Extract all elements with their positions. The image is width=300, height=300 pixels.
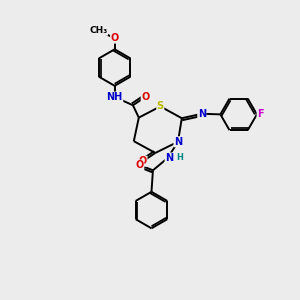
Text: N: N [198, 109, 206, 119]
Text: O: O [141, 92, 149, 102]
Text: S: S [157, 101, 164, 111]
Text: N: N [165, 153, 173, 163]
Text: O: O [139, 156, 147, 166]
Text: H: H [177, 153, 184, 162]
Text: O: O [136, 160, 144, 170]
Text: CH₃: CH₃ [89, 26, 108, 35]
Text: NH: NH [106, 92, 123, 102]
Text: N: N [174, 137, 182, 147]
Text: F: F [257, 110, 264, 119]
Text: O: O [110, 33, 119, 43]
